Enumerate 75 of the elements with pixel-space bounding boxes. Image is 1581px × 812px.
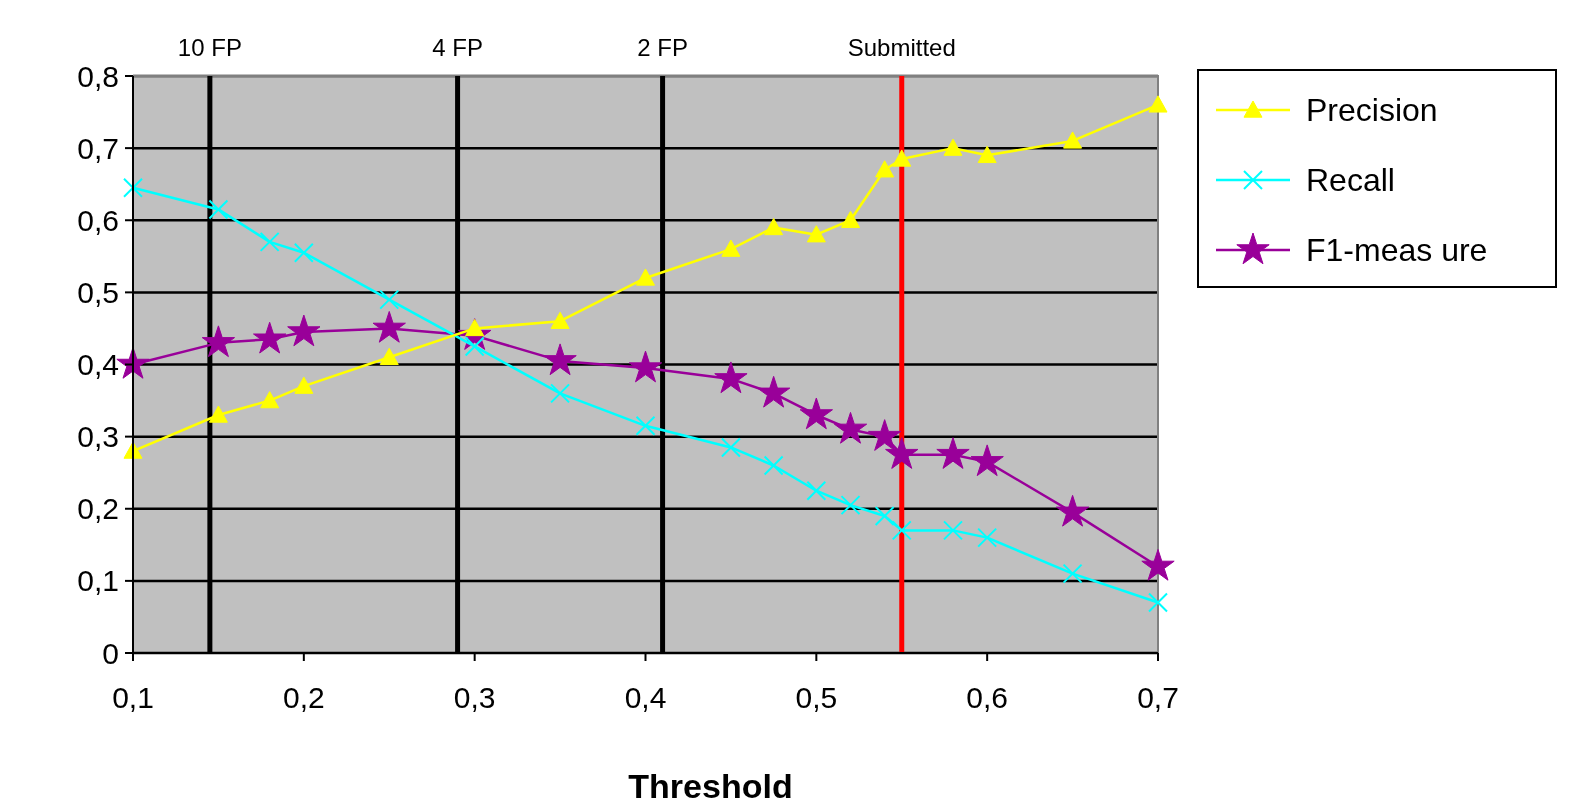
point <box>259 231 280 252</box>
x-tick-label: 0,4 <box>624 681 667 714</box>
point <box>294 376 314 394</box>
point <box>885 437 919 469</box>
legend-label: Recall <box>1306 162 1395 199</box>
y-tick-label: 0,1 <box>77 564 119 598</box>
point <box>875 160 895 178</box>
point <box>543 343 577 376</box>
point <box>635 415 656 436</box>
point <box>840 495 861 516</box>
point <box>116 347 150 379</box>
y-tick-label: 0,6 <box>77 203 119 237</box>
point <box>970 444 1004 477</box>
point <box>123 177 143 198</box>
point <box>208 405 228 423</box>
point <box>550 311 570 329</box>
point <box>833 411 868 444</box>
x-tick-label: 0,7 <box>1137 681 1179 714</box>
point <box>372 310 406 343</box>
point <box>208 199 229 220</box>
point <box>550 383 571 404</box>
point <box>379 347 399 365</box>
y-tick-label: 0,2 <box>77 492 119 526</box>
y-tick-label: 0,8 <box>77 59 119 93</box>
point <box>943 520 963 541</box>
point <box>201 325 236 358</box>
point <box>379 289 400 310</box>
point <box>1063 131 1083 149</box>
point <box>253 321 287 354</box>
ref-line-label: 10 FP <box>177 34 242 61</box>
y-tick-label: 0,4 <box>77 348 119 381</box>
point <box>841 210 860 228</box>
point <box>287 314 321 347</box>
point <box>891 520 912 541</box>
point <box>628 350 663 383</box>
legend-label: Precision <box>1306 92 1438 129</box>
point <box>720 437 741 458</box>
point <box>977 527 998 548</box>
y-tick-label: 0,7 <box>77 131 119 165</box>
point <box>764 217 784 236</box>
point <box>293 242 314 263</box>
point <box>806 225 826 243</box>
ref-line-label: 2 FP <box>637 34 688 61</box>
point <box>1055 494 1090 527</box>
legend-label: F1-meas ure <box>1306 232 1488 269</box>
ref-line-label: 4 FP <box>432 34 483 61</box>
point <box>892 149 912 167</box>
point <box>943 138 963 156</box>
y-tick-label: 0,5 <box>77 275 119 309</box>
y-tick-label: 0,3 <box>77 420 119 454</box>
point <box>1141 548 1175 581</box>
point <box>260 391 280 409</box>
point <box>1148 95 1168 113</box>
point <box>936 437 970 469</box>
x-tick-label: 0,6 <box>966 681 1009 714</box>
ref-line-label: Submitted <box>847 34 956 61</box>
point <box>1062 563 1083 584</box>
x-tick-label: 0,1 <box>112 681 154 714</box>
point <box>721 239 741 257</box>
point <box>636 268 655 286</box>
x-axis-title: Threshold <box>628 767 793 805</box>
point <box>874 505 895 526</box>
y-tick-label: 0 <box>102 636 119 670</box>
point <box>763 455 784 476</box>
x-tick-label: 0,2 <box>282 681 325 714</box>
point <box>464 336 485 357</box>
point <box>1148 592 1168 613</box>
point <box>799 397 833 430</box>
point <box>756 375 791 408</box>
point <box>806 480 827 501</box>
point <box>868 419 902 451</box>
x-tick-label: 0,3 <box>453 681 496 714</box>
point <box>714 361 748 394</box>
x-tick-label: 0,5 <box>795 681 838 714</box>
point <box>977 145 997 164</box>
